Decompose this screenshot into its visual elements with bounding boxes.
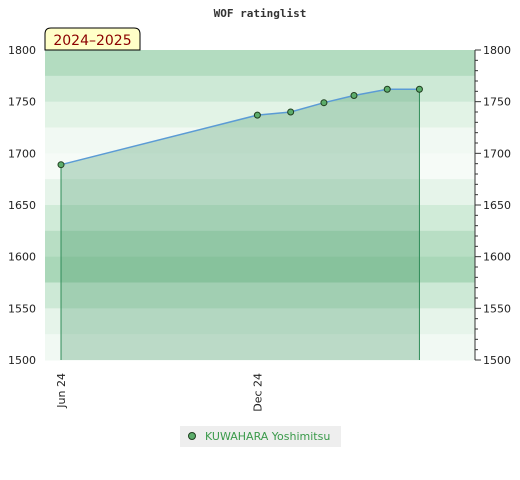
series-layer xyxy=(57,85,423,361)
legend-label: KUWAHARA Yoshimitsu xyxy=(205,430,330,443)
background-band xyxy=(45,230,475,258)
y-tick-label-right: 1500 xyxy=(483,354,511,367)
y-tick-label-left: 1500 xyxy=(8,354,36,367)
y-tick-label-right: 1550 xyxy=(483,302,511,315)
y-tick-label-left: 1550 xyxy=(8,302,36,315)
background-band xyxy=(45,282,475,309)
axes: 1500 1500 1550 1550 1600 1600 1650 1650 1700 1700… xyxy=(8,44,511,412)
y-tick-label-right: 1800 xyxy=(483,44,511,57)
background-bands xyxy=(45,50,475,361)
season-label: 2024–2025 xyxy=(53,33,131,49)
y-tick-label-left: 1750 xyxy=(8,96,36,109)
data-point xyxy=(57,161,65,169)
background-band xyxy=(45,308,475,335)
y-tick-label-right: 1600 xyxy=(483,251,511,264)
background-band xyxy=(45,127,475,154)
x-tick-label: Dec 24 xyxy=(251,373,264,412)
background-band xyxy=(45,256,475,283)
background-band xyxy=(45,205,475,232)
background-band xyxy=(45,153,475,180)
y-tick-label-left: 1600 xyxy=(8,251,36,264)
data-point xyxy=(287,108,295,116)
background-band xyxy=(45,50,475,77)
y-tick-label-right: 1650 xyxy=(483,199,511,212)
series-area xyxy=(61,89,420,361)
background-band xyxy=(45,334,475,361)
legend: KUWAHARA Yoshimitsu xyxy=(180,426,341,447)
legend-box xyxy=(180,426,341,447)
data-point xyxy=(320,99,328,107)
chart-title: WOF ratinglist xyxy=(214,7,307,20)
x-tick-label: Jun 24 xyxy=(55,373,68,409)
y-tick-label-left: 1700 xyxy=(8,147,36,160)
background-band xyxy=(45,179,475,206)
data-point xyxy=(415,85,423,93)
data-point xyxy=(383,85,391,93)
y-tick-label-left: 1800 xyxy=(8,44,36,57)
season-badge: 2024–2025 xyxy=(44,27,141,51)
data-point xyxy=(350,91,358,99)
data-point xyxy=(253,111,261,119)
y-tick-label-right: 1750 xyxy=(483,96,511,109)
legend-marker xyxy=(188,432,196,440)
y-tick-label-left: 1650 xyxy=(8,199,36,212)
y-tick-label-right: 1700 xyxy=(483,147,511,160)
season-badge-box xyxy=(44,27,141,51)
